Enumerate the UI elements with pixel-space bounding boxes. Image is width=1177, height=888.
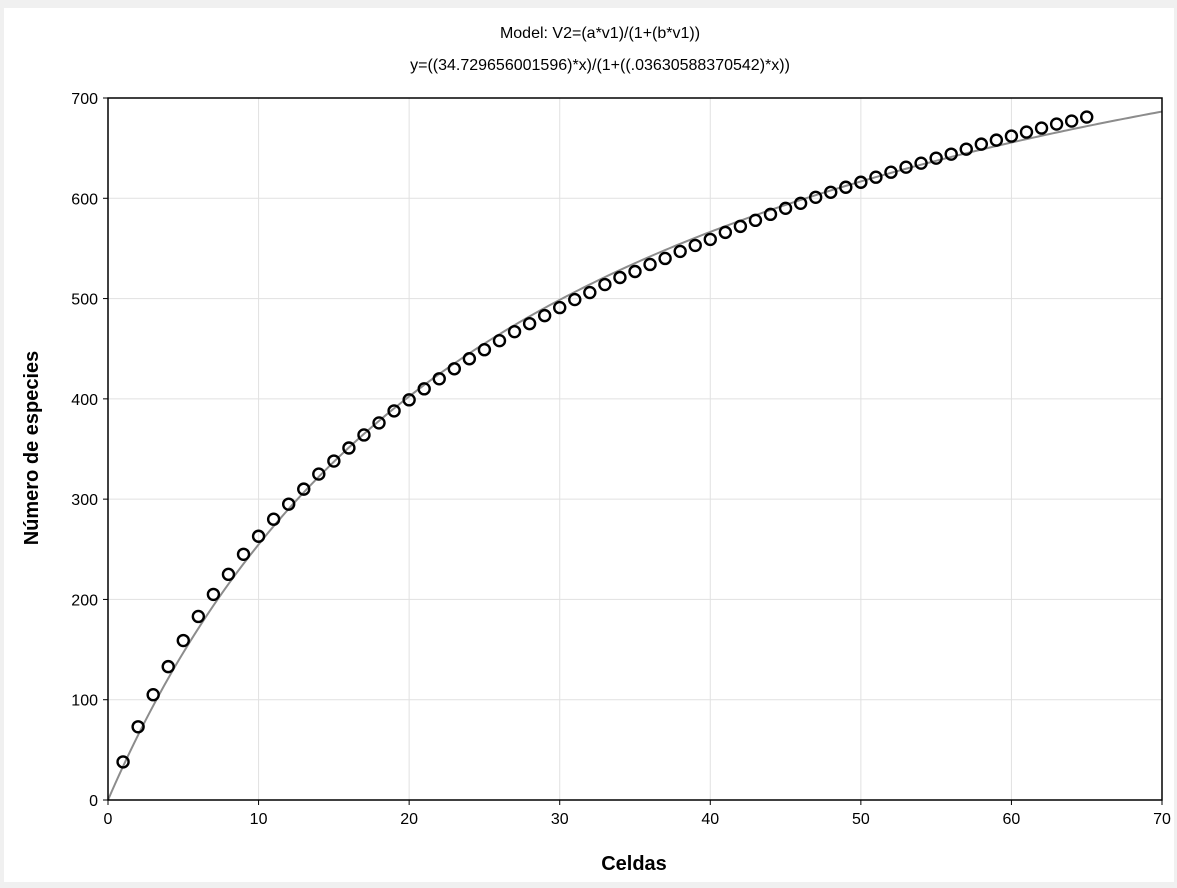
data-point — [869, 170, 883, 184]
data-point — [372, 416, 386, 430]
data-point — [387, 404, 401, 418]
data-point — [522, 316, 537, 331]
data-point — [658, 251, 672, 266]
fit-line-group — [107, 110, 1163, 801]
data-point — [568, 292, 582, 307]
data-point — [824, 185, 838, 199]
data-point — [1080, 110, 1094, 124]
data-point — [297, 482, 311, 496]
data-point — [221, 567, 236, 582]
data-point — [402, 393, 416, 407]
data-point — [748, 213, 763, 228]
data-point — [342, 441, 356, 455]
y-tick-label: 300 — [71, 492, 98, 509]
data-point — [191, 609, 206, 624]
data-point — [553, 300, 567, 315]
data-point — [808, 190, 823, 204]
data-point — [839, 180, 853, 194]
y-axis-label: Número de especies — [21, 351, 43, 546]
data-point — [1019, 125, 1034, 139]
chart-title: Model: V2=(a*v1)/(1+(b*v1)) — [500, 25, 700, 42]
data-point — [146, 688, 160, 702]
data-point — [899, 160, 913, 174]
x-tick-label: 70 — [1153, 811, 1171, 828]
data-point — [974, 137, 989, 151]
data-point — [763, 207, 778, 222]
data-point — [733, 219, 748, 234]
data-point — [793, 196, 808, 211]
plot-frame — [107, 97, 1163, 801]
data-points — [116, 110, 1094, 769]
data-point — [206, 587, 221, 602]
data-point — [718, 225, 733, 240]
data-point — [854, 175, 868, 189]
data-point — [251, 529, 266, 543]
data-point — [131, 720, 145, 734]
data-point — [989, 133, 1004, 147]
data-point — [537, 308, 552, 323]
data-point — [643, 257, 657, 272]
data-point — [327, 454, 341, 468]
data-point — [507, 324, 522, 339]
y-tick-label: 700 — [71, 91, 98, 108]
data-point — [703, 232, 717, 247]
data-point — [281, 497, 296, 511]
data-point — [447, 362, 462, 376]
data-point — [357, 428, 371, 442]
data-point — [116, 755, 130, 769]
data-point — [176, 633, 190, 648]
data-point — [1049, 117, 1064, 131]
data-point — [688, 238, 702, 253]
x-tick-label: 40 — [701, 811, 719, 828]
data-point — [778, 201, 793, 216]
chart-subtitle: y=((34.729656001596)*x)/(1+((.0363058837… — [410, 57, 790, 74]
data-point — [628, 264, 642, 279]
data-point — [598, 277, 612, 292]
data-point — [266, 512, 281, 526]
x-tick-label: 0 — [104, 811, 113, 828]
data-point — [583, 285, 597, 300]
x-tick-label: 10 — [250, 811, 268, 828]
y-tick-label: 200 — [71, 592, 98, 609]
data-point — [673, 244, 687, 259]
y-tick-label: 0 — [89, 793, 98, 810]
data-point — [613, 270, 627, 285]
y-tick-label: 600 — [71, 191, 98, 208]
x-tick-label: 20 — [400, 811, 418, 828]
data-point — [492, 333, 507, 348]
data-point — [236, 547, 251, 561]
y-tick-label: 500 — [71, 292, 98, 309]
x-tick-label: 50 — [852, 811, 870, 828]
data-point — [462, 352, 477, 366]
x-tick-label: 60 — [1003, 811, 1021, 828]
data-point — [1034, 121, 1049, 135]
data-point — [417, 382, 431, 396]
data-point — [161, 659, 175, 674]
y-tick-label: 400 — [71, 392, 98, 409]
grid-lines — [107, 97, 1163, 801]
chart-container: Model: V2=(a*v1)/(1+(b*v1)) y=((34.72965… — [4, 8, 1174, 882]
data-point — [432, 372, 446, 386]
data-point — [1064, 114, 1079, 128]
data-point — [929, 151, 943, 165]
data-point — [959, 142, 973, 156]
data-point — [312, 467, 326, 481]
x-tick-label: 30 — [551, 811, 569, 828]
x-axis-label: Celdas — [601, 853, 667, 875]
data-point — [914, 156, 928, 170]
data-point — [884, 165, 898, 179]
data-point — [1004, 129, 1019, 143]
scatter-chart: Model: V2=(a*v1)/(1+(b*v1)) y=((34.72965… — [21, 25, 1171, 875]
data-point — [944, 147, 958, 161]
y-tick-label: 100 — [71, 693, 98, 710]
data-point — [477, 343, 492, 357]
fit-line — [107, 110, 1163, 801]
